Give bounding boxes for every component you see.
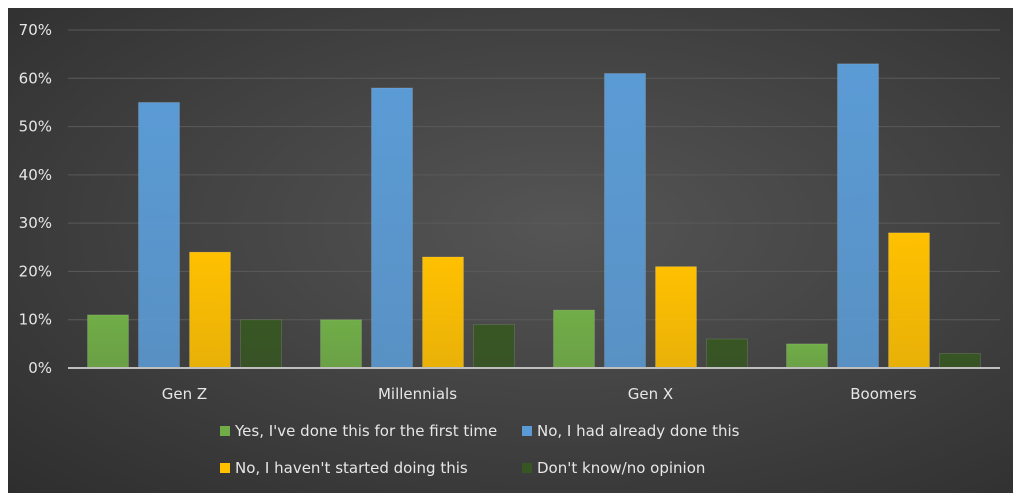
chart-container: 0% 10% 20% 30% 40% 50% 60% 70% Gen Z Millennials… xyxy=(8,8,1013,493)
y-tick-label: 0% xyxy=(28,359,52,377)
y-tick-label: 70% xyxy=(19,21,52,39)
bar-boomers-series-2 xyxy=(888,232,930,369)
bar-gen-x-series-0 xyxy=(553,309,595,369)
bar-gen-x-series-2 xyxy=(655,266,697,369)
y-tick-label: 40% xyxy=(19,166,52,184)
legend-label: Don't know/no opinion xyxy=(537,459,705,477)
y-tick-label: 60% xyxy=(19,69,52,87)
y-tick-label: 10% xyxy=(19,311,52,329)
bar-boomers-series-3 xyxy=(939,353,981,369)
bar-gen-x-series-3 xyxy=(706,338,748,369)
bar-boomers-series-1 xyxy=(837,63,879,369)
legend-swatch xyxy=(220,426,230,436)
x-category-label: Gen Z xyxy=(162,385,207,403)
x-category-label: Gen X xyxy=(628,385,673,403)
bar-gen-z-series-2 xyxy=(189,251,231,369)
y-tick-label: 30% xyxy=(19,214,52,232)
x-axis-categories: Gen Z Millennials Gen X Boomers xyxy=(162,385,917,403)
legend-swatch xyxy=(522,426,532,436)
bar-millennials-series-0 xyxy=(320,319,362,369)
bars xyxy=(87,63,981,369)
bar-chart: 0% 10% 20% 30% 40% 50% 60% 70% Gen Z Millennials… xyxy=(19,21,1000,477)
x-category-label: Millennials xyxy=(378,385,457,403)
x-category-label: Boomers xyxy=(850,385,917,403)
y-axis-ticks: 0% 10% 20% 30% 40% 50% 60% 70% xyxy=(19,21,52,377)
bar-gen-z-series-1 xyxy=(138,101,180,369)
bar-gen-z-series-0 xyxy=(87,314,129,369)
legend-label: No, I haven't started doing this xyxy=(235,459,468,477)
bar-gen-z-series-3 xyxy=(240,319,282,369)
y-tick-label: 50% xyxy=(19,118,52,136)
legend-swatch xyxy=(220,463,230,473)
bar-gen-x-series-1 xyxy=(604,72,646,369)
legend: Yes, I've done this for the first time No… xyxy=(220,422,740,477)
bar-boomers-series-0 xyxy=(786,343,828,369)
legend-label: Yes, I've done this for the first time xyxy=(234,422,497,440)
legend-label: No, I had already done this xyxy=(537,422,740,440)
bar-millennials-series-1 xyxy=(371,87,413,369)
legend-swatch xyxy=(522,463,532,473)
y-tick-label: 20% xyxy=(19,262,52,280)
bar-millennials-series-2 xyxy=(422,256,464,369)
bar-millennials-series-3 xyxy=(473,324,515,369)
